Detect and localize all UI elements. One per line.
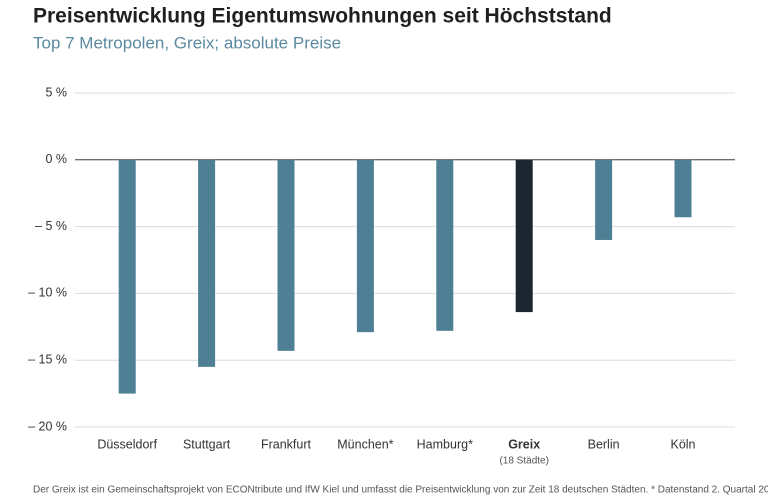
y-tick-label: 5 % bbox=[45, 85, 67, 99]
x-tick-label: Düsseldorf bbox=[97, 437, 157, 451]
y-tick-label: – 10 % bbox=[28, 286, 67, 300]
x-tick-label: Greix bbox=[508, 437, 540, 451]
bar bbox=[356, 159, 374, 333]
chart-title: Preisentwicklung Eigentumswohnungen seit… bbox=[33, 5, 612, 28]
bar bbox=[277, 159, 295, 351]
x-tick-label: München* bbox=[337, 437, 393, 451]
bar bbox=[595, 159, 613, 240]
x-tick-label: Frankfurt bbox=[261, 437, 312, 451]
x-tick-label: Köln bbox=[670, 437, 695, 451]
chart-subtitle: Top 7 Metropolen, Greix; absolute Preise bbox=[33, 33, 341, 52]
bar bbox=[436, 159, 454, 331]
x-tick-sublabel: (18 Städte) bbox=[499, 456, 548, 467]
bar bbox=[198, 159, 216, 367]
bar bbox=[674, 159, 692, 218]
bar bbox=[515, 159, 533, 313]
source-note: Der Greix ist ein Gemeinschaftsprojekt v… bbox=[33, 485, 768, 496]
bar bbox=[118, 159, 136, 394]
y-tick-label: – 5 % bbox=[35, 219, 67, 233]
x-tick-label: Hamburg* bbox=[417, 437, 473, 451]
y-tick-label: 0 % bbox=[45, 152, 67, 166]
x-tick-label: Stuttgart bbox=[183, 437, 231, 451]
y-tick-label: – 20 % bbox=[28, 419, 67, 433]
y-tick-label: – 15 % bbox=[28, 352, 67, 366]
x-tick-label: Berlin bbox=[588, 437, 620, 451]
